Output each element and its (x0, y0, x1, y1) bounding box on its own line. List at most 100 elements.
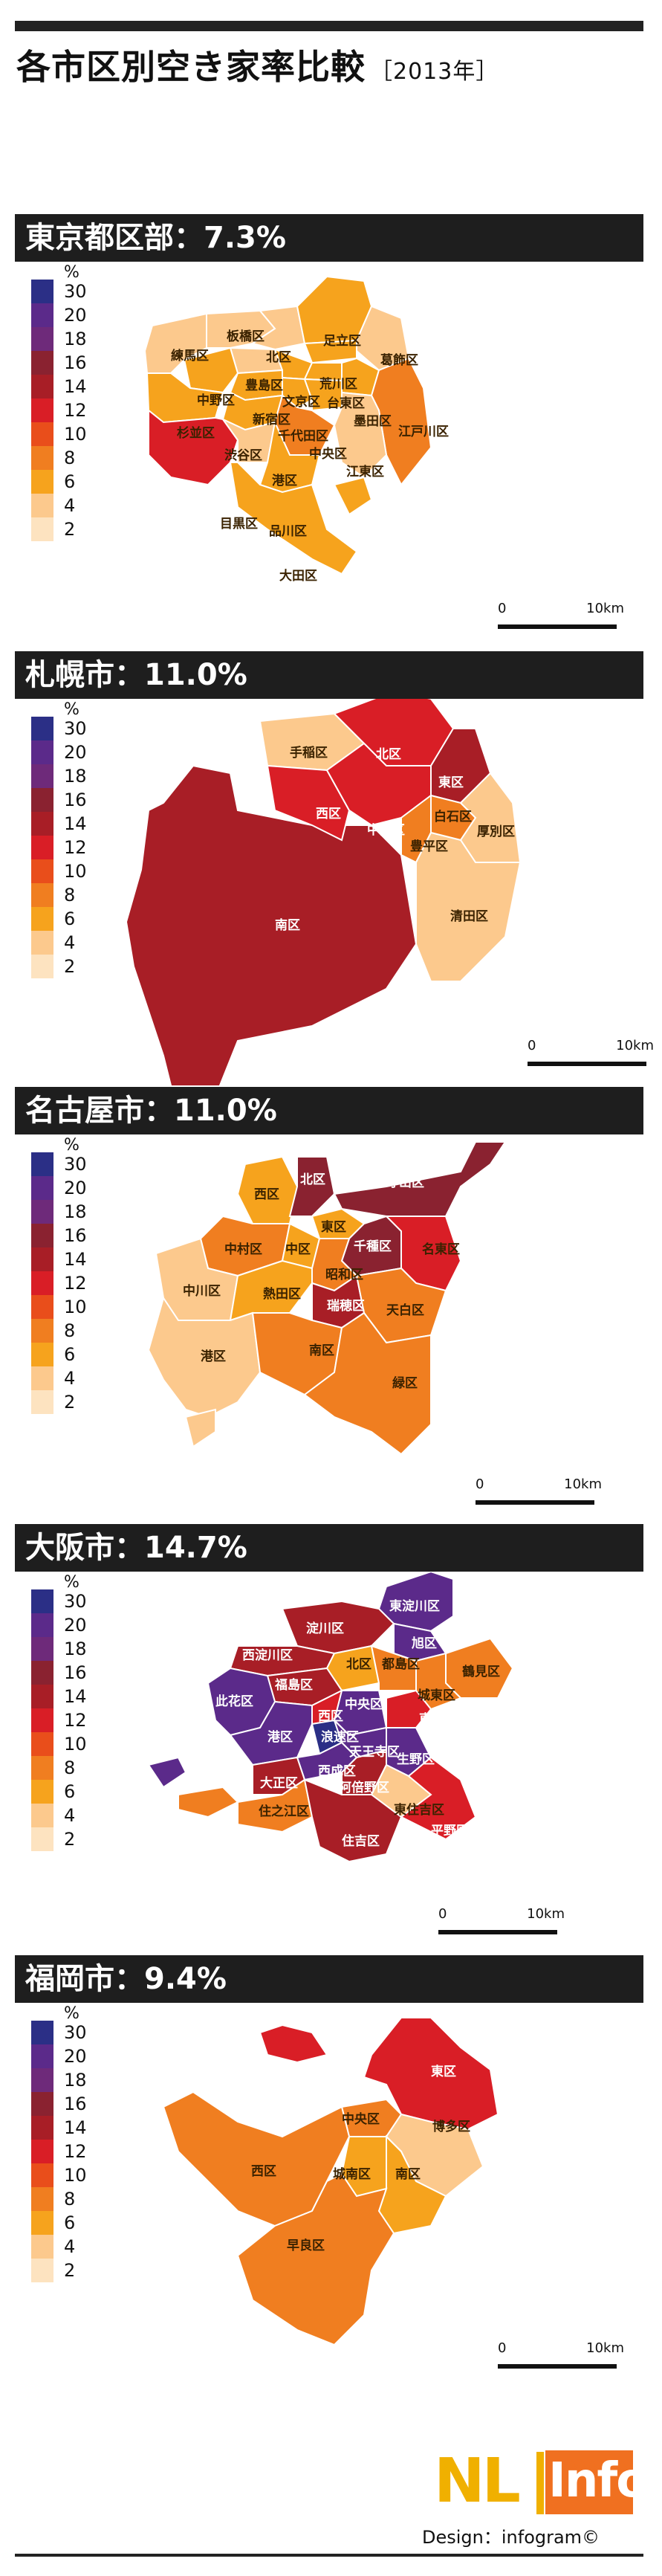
legend-label: 18 (64, 329, 87, 349)
ward-sumiyoshi (303, 1778, 403, 1863)
legend-label: 10 (64, 1734, 87, 1755)
ward-label: 平野区 (431, 1824, 469, 1839)
legend-swatch (31, 1247, 53, 1271)
ward-label: 名東区 (422, 1242, 460, 1257)
legend-swatch (31, 327, 53, 351)
legend-label: 2 (64, 956, 76, 977)
section-osaka: 大阪市：14.7% % 30 20 18 16 14 12 10 8 6 4 2 東淀川区 淀川区 旭… (15, 1524, 643, 1963)
legend-swatch (31, 303, 53, 327)
tokyo-map: 板橋区 北区 足立区 練馬区 豊島区 荒川区 葛飾区 文京区 台東区 中野区 新… (143, 275, 449, 584)
ward-label: 城南区 (333, 2166, 371, 2182)
ward-label: 早良区 (287, 2238, 325, 2253)
legend-unit: % (64, 1136, 79, 1155)
ward-label: 清田区 (450, 908, 488, 924)
ward-label: 板橋区 (227, 329, 265, 344)
ward-label: 千代田区 (278, 428, 328, 444)
legend-label: 4 (64, 2236, 76, 2257)
legend-label: 30 (64, 281, 87, 302)
legend-swatch (31, 907, 53, 931)
ward-label: 東区 (431, 2064, 456, 2079)
legend-swatch (31, 2140, 53, 2163)
legend-unit: % (64, 700, 79, 719)
legend-swatch (31, 2021, 53, 2044)
ward-label: 品川区 (269, 524, 307, 539)
ward-label: 西区 (316, 807, 341, 821)
ward-label: 江戸川区 (398, 425, 449, 439)
ward-label: 西区 (254, 1187, 279, 1202)
ward-label: 天白区 (386, 1302, 424, 1318)
title-year: ［2013年］ (370, 59, 499, 85)
legend-swatch (31, 1176, 53, 1200)
section-nagoya: 名古屋市：11.0% % 30 20 18 16 14 12 10 8 6 4 2 西区 北区 守山区… (15, 1087, 643, 1518)
ward-label: 杉並区 (177, 425, 215, 441)
legend-label: 10 (64, 2165, 87, 2186)
legend-swatch (31, 1685, 53, 1708)
scale-line (438, 1930, 557, 1934)
ward-label: 南区 (395, 2166, 421, 2182)
ward-label: 豊平区 (410, 839, 448, 854)
ward-chiyoda (282, 376, 314, 409)
ward-label: 生野区 (397, 1752, 435, 1767)
legend-swatch (31, 1637, 53, 1661)
ward-label: 福島区 (274, 1677, 313, 1693)
ward-label: 港区 (267, 1729, 293, 1745)
section-heading: 福岡市：9.4% (15, 1955, 643, 2003)
legend-swatch (31, 1390, 53, 1414)
ward-label: 緑区 (392, 1375, 418, 1391)
legend-swatch (31, 446, 53, 470)
ward-label: 練馬区 (171, 348, 209, 364)
legend-swatch (31, 955, 53, 978)
legend-swatch (31, 2068, 53, 2092)
ward-label: 都島区 (381, 1656, 420, 1672)
ward-label: 旭区 (411, 1636, 437, 1651)
legend-swatch (31, 280, 53, 303)
legend-swatch (31, 1343, 53, 1366)
ward-label: 熱田区 (263, 1286, 301, 1302)
ward-label: 北区 (376, 747, 401, 762)
ward-label: 瑞穂区 (327, 1298, 365, 1314)
legend-swatch (31, 788, 53, 812)
ward-midori (303, 1311, 432, 1456)
ward-label: 江東区 (346, 464, 384, 480)
legend-swatch (31, 398, 53, 422)
ward-label: 中村区 (224, 1242, 262, 1257)
section-heading: 東京都区部：7.3% (15, 214, 643, 262)
legend-swatch (31, 2092, 53, 2116)
legend-label: 16 (64, 1225, 87, 1246)
logo-bar (536, 2452, 544, 2514)
ward-label: 此花区 (215, 1694, 253, 1709)
ward-label: 豊島区 (245, 378, 283, 393)
legend-unit: % (64, 2004, 79, 2023)
legend-label: 8 (64, 2189, 76, 2209)
legend-label: 14 (64, 376, 87, 397)
legend-label: 8 (64, 448, 76, 468)
scale-line (498, 624, 617, 629)
scale-line (498, 2364, 617, 2369)
ward-label: 北区 (300, 1172, 325, 1187)
legend-swatch (31, 2044, 53, 2068)
legend-label: 18 (64, 2070, 87, 2091)
legend-swatch (31, 1804, 53, 1827)
legend-swatch (31, 2187, 53, 2211)
fukuoka-map: 東区 中央区 博多区 西区 城南区 南区 早良区 (162, 2017, 499, 2346)
legend-swatch (31, 2235, 53, 2259)
ward-label: 昭和区 (325, 1268, 363, 1282)
legend-swatch (31, 1224, 53, 1247)
scale-line (476, 1500, 594, 1505)
legend-swatch (31, 1152, 53, 1176)
section-heading: 札幌市：11.0% (15, 651, 643, 699)
legend-label: 12 (64, 1273, 87, 1294)
legend-label: 14 (64, 2117, 87, 2138)
legend-swatch (31, 2163, 53, 2187)
ward-label: 博多区 (432, 2119, 470, 2134)
legend-label: 20 (64, 742, 87, 763)
legend-unit: % (64, 263, 79, 282)
ward-hirano (400, 1756, 477, 1841)
ward-minato (147, 1296, 262, 1418)
legend-swatch (31, 1780, 53, 1804)
legend-label: 30 (64, 718, 87, 739)
scale-line (528, 1062, 646, 1066)
legend-label: 30 (64, 1591, 87, 1612)
legend-unit: % (64, 1573, 79, 1592)
ward-kita (325, 1644, 380, 1692)
